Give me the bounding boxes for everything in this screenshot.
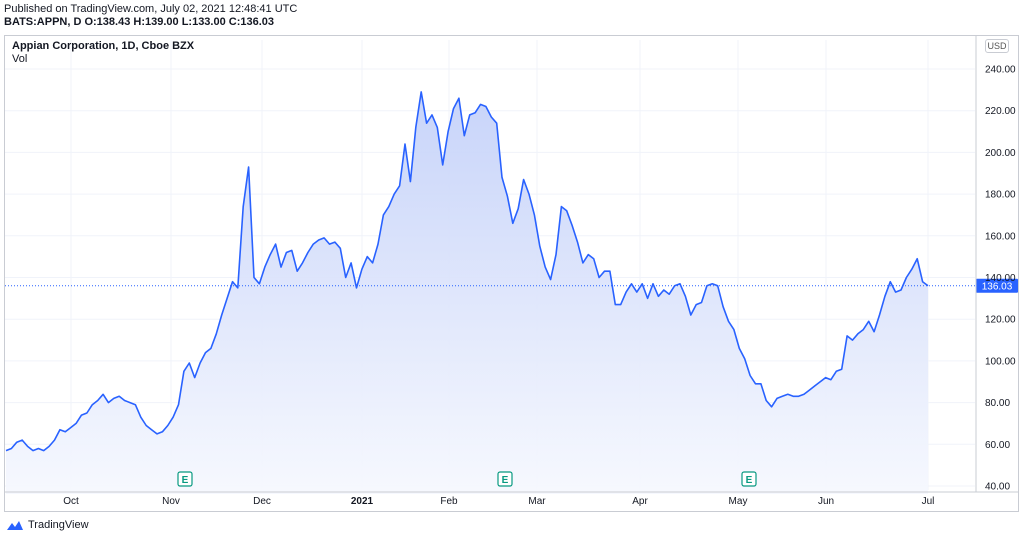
earnings-marker-box: [177, 471, 193, 487]
price-axis-label: 200.00: [985, 148, 1016, 159]
earnings-marker[interactable]: E: [497, 471, 513, 487]
footer-brand: TradingView: [28, 519, 89, 531]
earnings-marker-label: E: [502, 475, 509, 486]
currency-badge[interactable]: USD: [985, 39, 1009, 53]
time-axis-label: Nov: [162, 496, 180, 507]
time-axis-label: Jun: [818, 496, 834, 507]
earnings-marker-box: [741, 471, 757, 487]
ohlc-line: BATS:APPN, D O:138.43 H:139.00 L:133.00 …: [4, 16, 275, 28]
symbol-title[interactable]: Appian Corporation, 1D, Cboe BZX: [12, 40, 195, 52]
price-axis-label: 60.00: [985, 440, 1010, 451]
earnings-marker-label: E: [746, 475, 753, 486]
price-axis-label: 100.00: [985, 356, 1016, 367]
price-axis-label: 40.00: [985, 482, 1010, 493]
price-axis[interactable]: 240.00 220.00 200.00 180.00 160.00 140.00 120.…: [975, 36, 1016, 493]
price-axis-label: 220.00: [985, 106, 1016, 117]
price-line-group: [5, 91, 929, 452]
last-price-group: 136.03: [5, 278, 1018, 293]
time-axis-label: Dec: [253, 496, 271, 507]
price-axis-label: 180.00: [985, 190, 1016, 201]
publish-header: Published on TradingView.com, July 02, 2…: [4, 3, 297, 29]
earnings-marker-label: E: [182, 475, 189, 486]
price-axis-label: 240.00: [985, 65, 1016, 76]
price-axis-label: 80.00: [985, 398, 1010, 409]
price-line[interactable]: [5, 91, 929, 452]
earnings-marker[interactable]: E: [177, 471, 193, 487]
last-price-label: 136.03: [982, 281, 1013, 292]
footer: TradingView: [6, 517, 89, 533]
earnings-marker-box: [497, 471, 513, 487]
last-price-label-bg: [976, 278, 1018, 293]
time-axis-label: Feb: [440, 496, 458, 507]
price-area-fill: [6, 91, 928, 495]
time-axis-label: Oct: [63, 496, 79, 507]
chart-legend: Appian Corporation, 1D, Cboe BZX Vol: [12, 40, 194, 66]
price-axis-label: 160.00: [985, 231, 1016, 242]
volume-indicator-label[interactable]: Vol: [12, 53, 28, 65]
time-axis[interactable]: Oct Nov Dec 2021 Feb Mar Apr May Jun Jul: [5, 491, 1019, 507]
price-axis-label: 120.00: [985, 315, 1016, 326]
published-line: Published on TradingView.com, July 02, 2…: [4, 3, 298, 15]
earnings-marker[interactable]: E: [741, 471, 757, 487]
time-axis-label: Apr: [632, 496, 648, 507]
time-axis-label: Jul: [922, 496, 935, 507]
price-axis-label: 140.00: [985, 273, 1016, 284]
tradingview-logo-icon: [7, 521, 23, 530]
time-axis-label: 2021: [351, 496, 374, 507]
time-axis-label: May: [729, 496, 748, 507]
price-area: [6, 91, 928, 495]
time-axis-label: Mar: [528, 496, 546, 507]
